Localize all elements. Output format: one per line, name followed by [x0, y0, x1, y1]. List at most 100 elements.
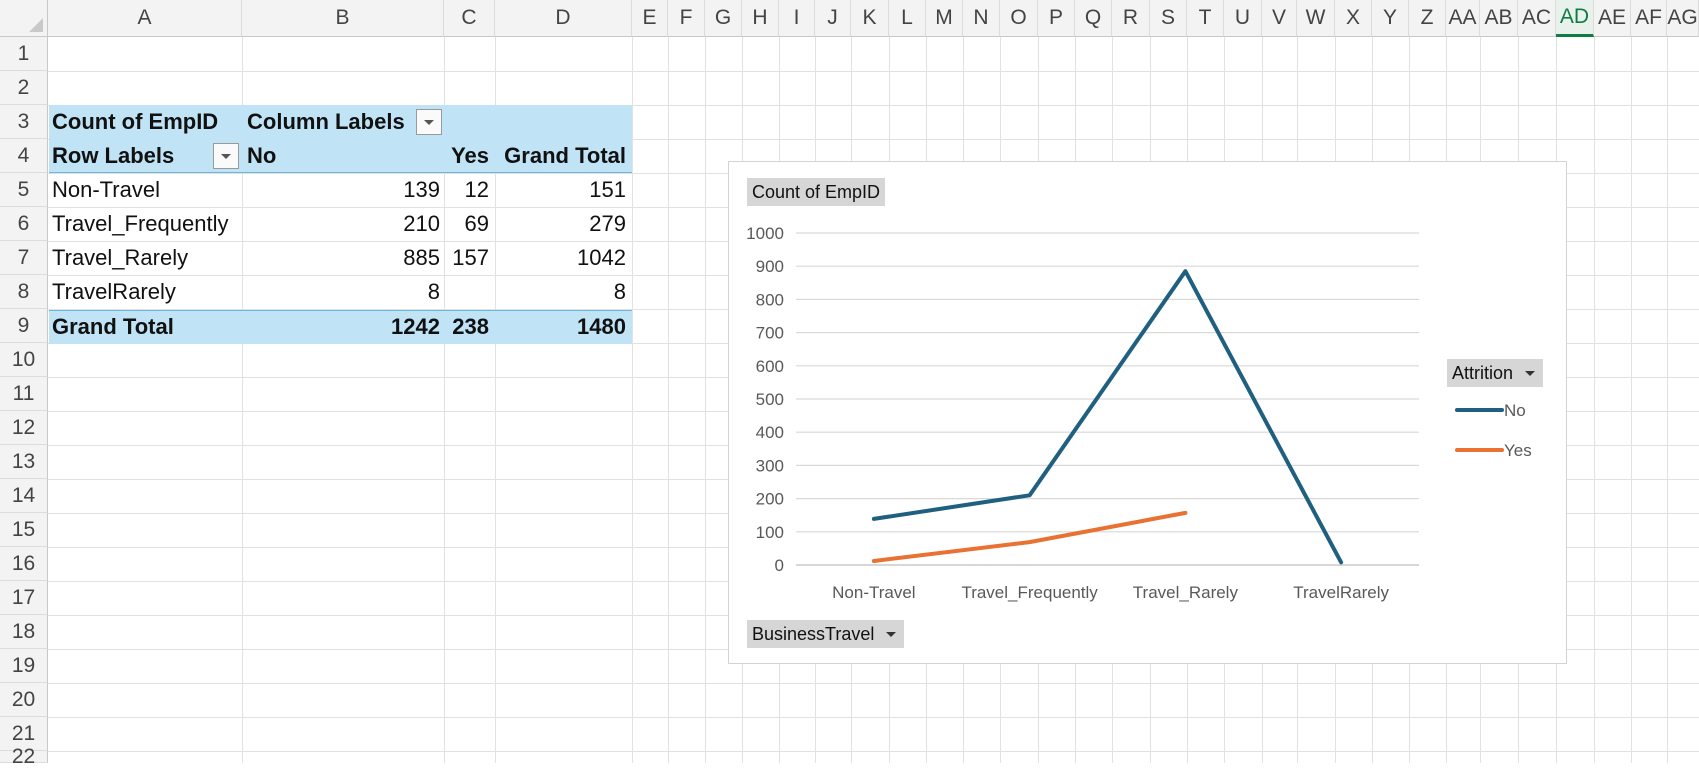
y-tick-label: 500: [756, 390, 784, 409]
pivot-cell-yes[interactable]: [444, 275, 489, 309]
value-field-button[interactable]: Count of EmpID: [747, 178, 886, 206]
row-header-4[interactable]: 4: [0, 139, 48, 173]
gridline-vertical: [444, 37, 445, 763]
pivot-grand-total-yes[interactable]: 238: [452, 314, 489, 339]
column-header-af[interactable]: AF: [1631, 0, 1667, 37]
row-header-14[interactable]: 14: [0, 479, 48, 513]
row-header-21[interactable]: 21: [0, 717, 48, 751]
pivot-cell-total[interactable]: 8: [613, 279, 626, 304]
column-header-z[interactable]: Z: [1409, 0, 1446, 37]
x-tick-label: Travel_Frequently: [961, 583, 1098, 602]
row-header-6[interactable]: 6: [0, 207, 48, 241]
legend-entry-yes: Yes: [1504, 441, 1532, 460]
column-header-u[interactable]: U: [1224, 0, 1262, 37]
pivot-row-label[interactable]: Travel_Frequently: [52, 211, 229, 236]
row-header-10[interactable]: 10: [0, 343, 48, 377]
column-header-ac[interactable]: AC: [1518, 0, 1556, 37]
column-header-n[interactable]: N: [963, 0, 1000, 37]
column-header-w[interactable]: W: [1297, 0, 1335, 37]
pivot-cell-no[interactable]: 210: [403, 211, 440, 236]
column-header-h[interactable]: H: [742, 0, 779, 37]
gridline-vertical: [632, 37, 633, 763]
row-header-19[interactable]: 19: [0, 649, 48, 683]
column-header-r[interactable]: R: [1112, 0, 1150, 37]
pivot-row-label[interactable]: Non-Travel: [52, 177, 160, 202]
series-line-no: [871, 269, 1344, 565]
column-header-k[interactable]: K: [851, 0, 889, 37]
column-header-a[interactable]: A: [48, 0, 242, 37]
pivot-cell-total[interactable]: 279: [589, 211, 626, 236]
pivot-cell-no[interactable]: 139: [403, 177, 440, 202]
gridline-horizontal: [48, 683, 1699, 684]
row-labels-filter-button[interactable]: [213, 143, 239, 169]
pivot-grand-total-total[interactable]: 1480: [577, 314, 626, 339]
pivot-row-labels[interactable]: Row Labels: [52, 143, 175, 168]
row-header-2[interactable]: 2: [0, 71, 48, 105]
column-header-ae[interactable]: AE: [1594, 0, 1631, 37]
row-header-3[interactable]: 3: [0, 105, 48, 139]
column-header-f[interactable]: F: [668, 0, 705, 37]
gridline-horizontal: [48, 139, 1699, 140]
row-header-12[interactable]: 12: [0, 411, 48, 445]
row-header-5[interactable]: 5: [0, 173, 48, 207]
legend-field-button[interactable]: Attrition: [1447, 359, 1544, 387]
pivot-header-yes[interactable]: Yes: [451, 143, 489, 168]
column-header-e[interactable]: E: [632, 0, 668, 37]
row-header-18[interactable]: 18: [0, 615, 48, 649]
pivot-cell-no[interactable]: 8: [427, 279, 440, 304]
column-header-p[interactable]: P: [1038, 0, 1075, 37]
axis-field-label: BusinessTravel: [752, 624, 875, 644]
row-header-8[interactable]: 8: [0, 275, 48, 309]
column-header-t[interactable]: T: [1187, 0, 1224, 37]
column-header-j[interactable]: J: [815, 0, 851, 37]
row-header-20[interactable]: 20: [0, 683, 48, 717]
row-header-1[interactable]: 1: [0, 37, 48, 71]
column-header-v[interactable]: V: [1262, 0, 1297, 37]
pivot-cell-yes[interactable]: 12: [464, 177, 489, 202]
pivot-grand-total-no[interactable]: 1242: [391, 314, 440, 339]
pivot-header-no[interactable]: No: [247, 143, 277, 168]
pivot-cell-total[interactable]: 1042: [577, 245, 626, 270]
column-header-ad[interactable]: AD: [1556, 0, 1594, 37]
pivot-row-label[interactable]: TravelRarely: [52, 279, 176, 304]
pivot-grand-total-label[interactable]: Grand Total: [52, 314, 174, 339]
column-labels-filter-button[interactable]: [416, 109, 442, 135]
pivot-cell-yes[interactable]: 69: [464, 211, 489, 236]
column-header-x[interactable]: X: [1335, 0, 1372, 37]
row-header-16[interactable]: 16: [0, 547, 48, 581]
pivot-header-grand-total[interactable]: Grand Total: [504, 143, 626, 168]
column-header-i[interactable]: I: [779, 0, 815, 37]
row-header-11[interactable]: 11: [0, 377, 48, 411]
column-header-g[interactable]: G: [705, 0, 742, 37]
column-header-d[interactable]: D: [495, 0, 632, 37]
row-header-9[interactable]: 9: [0, 309, 48, 343]
row-header-15[interactable]: 15: [0, 513, 48, 547]
row-header-17[interactable]: 17: [0, 581, 48, 615]
column-header-c[interactable]: C: [444, 0, 495, 37]
row-header-13[interactable]: 13: [0, 445, 48, 479]
column-header-y[interactable]: Y: [1372, 0, 1409, 37]
column-header-s[interactable]: S: [1150, 0, 1187, 37]
y-tick-label: 600: [756, 357, 784, 376]
column-header-q[interactable]: Q: [1075, 0, 1112, 37]
column-header-b[interactable]: B: [242, 0, 444, 37]
column-header-ab[interactable]: AB: [1480, 0, 1518, 37]
column-header-l[interactable]: L: [889, 0, 926, 37]
pivot-cell-no[interactable]: 885: [403, 245, 440, 270]
pivot-row-label[interactable]: Travel_Rarely: [52, 245, 189, 270]
axis-field-button[interactable]: BusinessTravel: [747, 620, 905, 648]
row-header-22[interactable]: 22: [0, 745, 48, 768]
column-header-ag[interactable]: AG: [1667, 0, 1699, 37]
gridline-vertical: [1667, 37, 1668, 763]
row-header-7[interactable]: 7: [0, 241, 48, 275]
pivot-values-label[interactable]: Count of EmpID: [52, 109, 219, 134]
pivot-cell-total[interactable]: 151: [589, 177, 626, 202]
pivot-cell-yes[interactable]: 157: [452, 245, 489, 270]
column-header-o[interactable]: O: [1000, 0, 1038, 37]
column-header-aa[interactable]: AA: [1446, 0, 1480, 37]
pivot-column-labels[interactable]: Column Labels: [247, 109, 405, 134]
pivot-chart[interactable]: Count of EmpID 0 100 200 300 400 500 600 700 800…: [728, 161, 1567, 664]
select-all-corner[interactable]: [0, 0, 48, 37]
column-header-m[interactable]: M: [926, 0, 963, 37]
